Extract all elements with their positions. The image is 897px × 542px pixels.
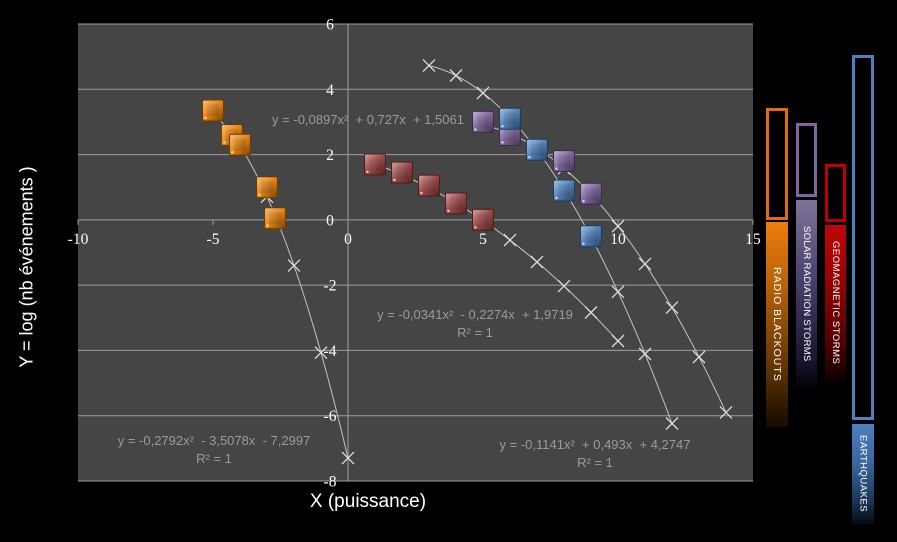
legend-bar-solar-radiation: SOLAR RADIATION STORMS xyxy=(796,200,817,388)
x-axis-title: X (puissance) xyxy=(309,491,427,512)
r-squared-text: R² = 1 xyxy=(577,454,613,470)
series-radio-blackouts xyxy=(202,99,287,230)
y-axis-title-text: Y = log (nb événements ) xyxy=(16,166,37,368)
legend-range-box-radio-blackouts xyxy=(766,108,788,220)
series-solar-radiation-storms xyxy=(472,110,602,205)
equation-text: y = -0,2792x² - 3,5078x - 7,2997 xyxy=(117,433,311,448)
svg-text:4: 4 xyxy=(326,82,334,99)
legend-bar-geomagnetic: GEOMAGNETIC STORMS xyxy=(825,225,846,381)
legend-range-box-earthquakes xyxy=(852,55,874,420)
legend-label-geomagnetic: GEOMAGNETIC STORMS xyxy=(830,241,841,365)
svg-text:-2: -2 xyxy=(324,278,337,295)
trend-equation-earthquakes: y = -0,1141x² + 0,493x + 4,2747 R² = 1 xyxy=(475,436,715,471)
legend-bar-radio-blackouts: RADIO BLACKOUTS xyxy=(766,222,788,427)
svg-text:5: 5 xyxy=(479,231,487,248)
svg-text:10: 10 xyxy=(610,231,626,248)
equation-text: y = -0,0341x² - 0,2274x + 1,9719 xyxy=(377,307,573,322)
legend-range-box-solar-radiation xyxy=(796,123,817,197)
equation-text: y = -0,1141x² + 0,493x + 4,2747 xyxy=(499,437,691,452)
svg-text:-10: -10 xyxy=(68,231,89,248)
series-geomagnetic-storms xyxy=(364,153,494,231)
r-squared-text: R² = 1 xyxy=(196,450,232,466)
svg-text:-5: -5 xyxy=(207,231,220,248)
r-squared-text: R² = 1 xyxy=(457,324,493,340)
svg-text:0: 0 xyxy=(344,231,352,248)
legend-label-solar-radiation: SOLAR RADIATION STORMS xyxy=(801,226,812,362)
legend-range-box-geomagnetic xyxy=(825,164,846,222)
legend-label-earthquakes: EARTHQUAKES xyxy=(857,435,869,513)
svg-text:-8: -8 xyxy=(324,474,337,491)
svg-text:-6: -6 xyxy=(324,408,337,425)
svg-text:0: 0 xyxy=(326,212,334,229)
legend-bar-earthquakes: EARTHQUAKES xyxy=(852,424,874,524)
svg-text:15: 15 xyxy=(745,231,761,248)
legend-label-radio-blackouts: RADIO BLACKOUTS xyxy=(771,267,783,382)
svg-text:2: 2 xyxy=(326,147,334,164)
plot-area xyxy=(78,24,753,481)
trend-equation-radio-blackouts: y = -0,2792x² - 3,5078x - 7,2997 R² = 1 xyxy=(94,432,334,467)
trend-equation-geomagnetic: y = -0,0341x² - 0,2274x + 1,9719 R² = 1 xyxy=(355,306,595,341)
series-earthquakes xyxy=(499,107,602,248)
svg-text:6: 6 xyxy=(326,17,334,34)
trend-equation-solar-radiation: y = -0,0897x² + 0,727x + 1,5061 xyxy=(272,112,464,127)
